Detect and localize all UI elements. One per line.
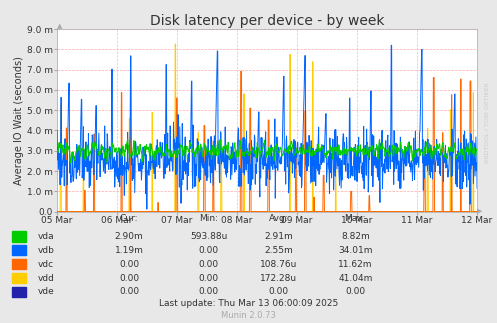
Text: Max:: Max: [344,214,366,223]
Text: ▶: ▶ [477,209,483,214]
Text: Min:: Min: [199,214,218,223]
Text: vdb: vdb [37,246,54,255]
Text: 0.00: 0.00 [345,287,365,297]
Text: 0.00: 0.00 [199,287,219,297]
Text: 0.00: 0.00 [199,274,219,283]
Text: ▲: ▲ [57,23,63,29]
Text: Cur:: Cur: [120,214,139,223]
Text: 2.90m: 2.90m [115,232,144,241]
Text: 0.00: 0.00 [119,274,139,283]
Text: vdc: vdc [37,260,53,269]
Text: vda: vda [37,232,54,241]
Text: Last update: Thu Mar 13 06:00:09 2025: Last update: Thu Mar 13 06:00:09 2025 [159,299,338,308]
Title: Disk latency per device - by week: Disk latency per device - by week [150,14,384,28]
Text: 2.91m: 2.91m [264,232,293,241]
Y-axis label: Average IO Wait (seconds): Average IO Wait (seconds) [14,56,24,185]
Text: 11.62m: 11.62m [338,260,373,269]
Text: 108.76u: 108.76u [259,260,297,269]
Text: vde: vde [37,287,54,297]
Text: 0.00: 0.00 [119,260,139,269]
Text: 0.00: 0.00 [199,260,219,269]
Text: vdd: vdd [37,274,54,283]
Text: 8.82m: 8.82m [341,232,370,241]
Text: 2.55m: 2.55m [264,246,293,255]
Text: 172.28u: 172.28u [260,274,297,283]
Text: 593.88u: 593.88u [190,232,228,241]
Text: Avg:: Avg: [268,214,288,223]
Text: 0.00: 0.00 [199,246,219,255]
Text: Munin 2.0.73: Munin 2.0.73 [221,311,276,320]
Text: 0.00: 0.00 [119,287,139,297]
Text: 34.01m: 34.01m [338,246,373,255]
Text: 41.04m: 41.04m [338,274,373,283]
Text: 1.19m: 1.19m [115,246,144,255]
Text: RRDTOOL / TOBI OETIKER: RRDTOOL / TOBI OETIKER [485,82,490,163]
Text: 0.00: 0.00 [268,287,288,297]
